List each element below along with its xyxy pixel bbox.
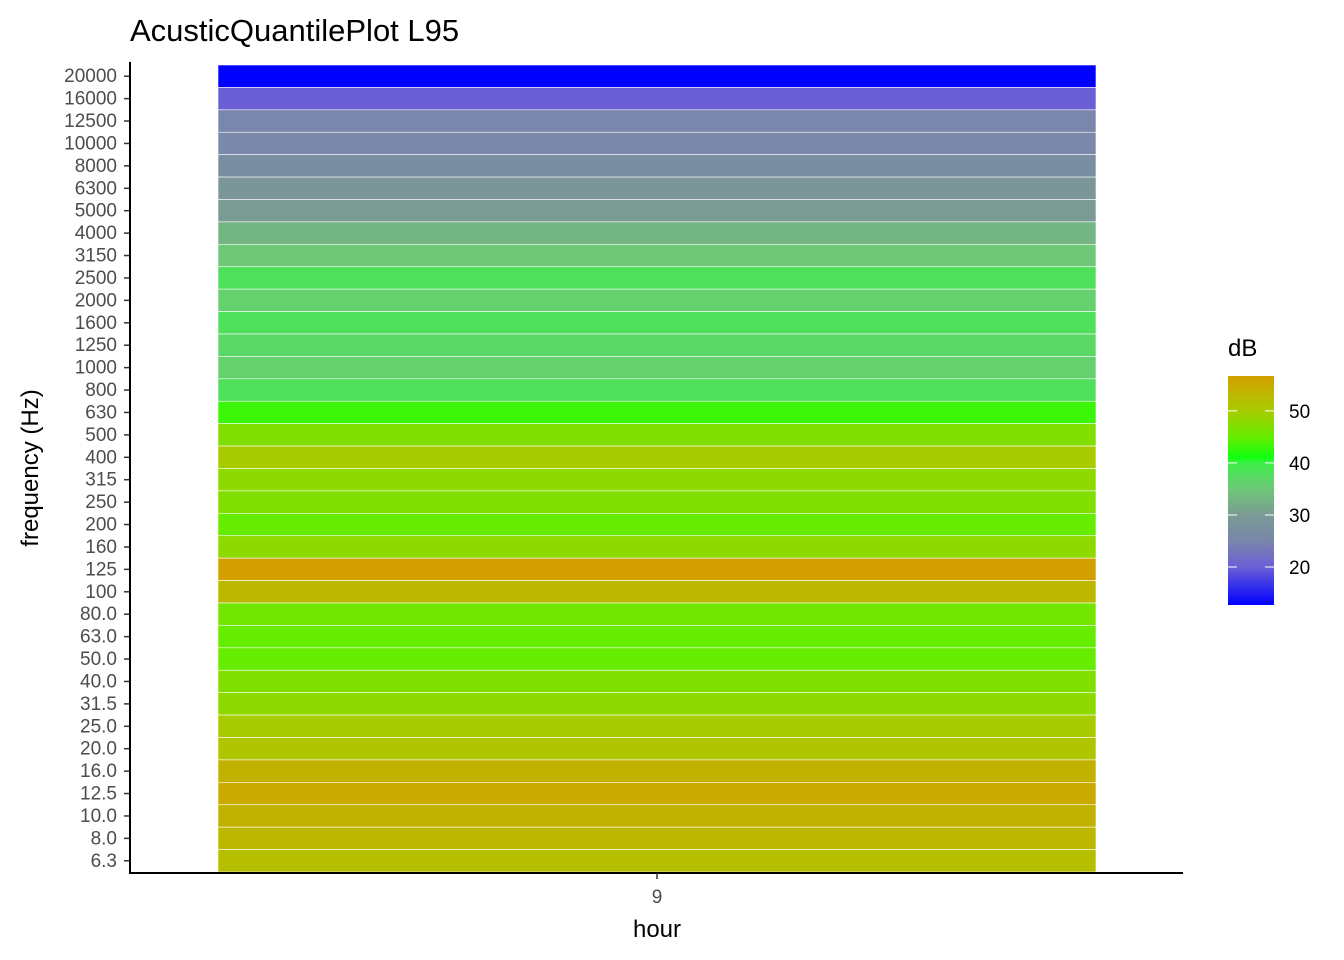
x-tick-label: 9: [652, 887, 663, 908]
y-tick-label: 125: [85, 559, 117, 580]
y-tick-label: 31.5: [80, 694, 117, 715]
y-tick-label: 63.0: [80, 627, 117, 648]
y-tick-label: 12500: [64, 111, 117, 132]
x-axis-label: hour: [633, 916, 681, 943]
y-tick-label: 12.5: [80, 784, 117, 805]
tile-31.5: [217, 692, 1097, 716]
y-tick-label: 250: [85, 492, 117, 513]
y-axis-label: frequency (Hz): [17, 389, 44, 546]
tile-8.0: [217, 826, 1097, 850]
tile-2000: [217, 288, 1097, 312]
legend-tick-label: 20: [1289, 558, 1310, 579]
y-tick-label: 160: [85, 537, 117, 558]
y-tick-label: 100: [85, 582, 117, 603]
y-tick-label: 25.0: [80, 716, 117, 737]
tile-125: [217, 557, 1097, 581]
tile-4000: [217, 221, 1097, 245]
tile-16.0: [217, 759, 1097, 783]
y-tick-label: 16000: [64, 89, 117, 110]
legend-colorbar: [1228, 376, 1274, 605]
tile-12.5: [217, 782, 1097, 806]
y-tick-label: 80.0: [80, 604, 117, 625]
tile-1250: [217, 333, 1097, 357]
y-tick-label: 10.0: [80, 806, 117, 827]
tile-10000: [217, 131, 1097, 155]
tile-250: [217, 490, 1097, 514]
tile-5000: [217, 199, 1097, 223]
y-tick-label: 500: [85, 425, 117, 446]
y-tick-label: 3150: [75, 246, 117, 267]
legend-tick-label: 50: [1289, 402, 1310, 423]
legend: dB 20 30 40 50: [1228, 335, 1310, 605]
y-tick-label: 50.0: [80, 649, 117, 670]
y-tick-label: 315: [85, 470, 117, 491]
y-tick-label: 2000: [75, 290, 117, 311]
y-tick-label: 6.3: [91, 851, 117, 872]
tile-63.0: [217, 625, 1097, 649]
y-tick-label: 200: [85, 515, 117, 536]
chart-title: AcusticQuantilePlot L95: [130, 13, 459, 48]
y-tick-label: 800: [85, 380, 117, 401]
tile-1600: [217, 311, 1097, 335]
tile-16000: [217, 87, 1097, 111]
y-tick-label: 6300: [75, 178, 117, 199]
y-tick-label: 1250: [75, 335, 117, 356]
tile-100: [217, 580, 1097, 604]
legend-tick-label: 40: [1289, 454, 1310, 475]
y-tick-label: 10000: [64, 133, 117, 154]
tile-400: [217, 445, 1097, 469]
tile-3150: [217, 244, 1097, 268]
tile-25.0: [217, 714, 1097, 738]
legend-title: dB: [1228, 335, 1257, 362]
y-tick-label: 8000: [75, 156, 117, 177]
tile-1000: [217, 356, 1097, 380]
y-tick-label: 630: [85, 402, 117, 423]
tile-40.0: [217, 669, 1097, 693]
legend-tick-label: 30: [1289, 506, 1310, 527]
tile-6.3: [217, 849, 1097, 873]
y-tick-label: 2500: [75, 268, 117, 289]
y-tick-label: 1000: [75, 358, 117, 379]
tile-500: [217, 423, 1097, 447]
tile-50.0: [217, 647, 1097, 671]
tile-80.0: [217, 602, 1097, 626]
y-tick-label: 20000: [64, 66, 117, 87]
tile-10.0: [217, 804, 1097, 828]
tile-315: [217, 468, 1097, 492]
tile-200: [217, 513, 1097, 537]
y-tick-label: 400: [85, 447, 117, 468]
tile-20000: [217, 64, 1097, 88]
tile-800: [217, 378, 1097, 402]
y-tick-label: 20.0: [80, 739, 117, 760]
tile-6300: [217, 176, 1097, 200]
tile-20.0: [217, 737, 1097, 761]
y-tick-label: 4000: [75, 223, 117, 244]
tile-160: [217, 535, 1097, 559]
y-tick-label: 8.0: [91, 828, 117, 849]
y-tick-label: 5000: [75, 201, 117, 222]
tile-2500: [217, 266, 1097, 290]
y-tick-label: 16.0: [80, 761, 117, 782]
y-tick-label: 40.0: [80, 671, 117, 692]
tile-630: [217, 400, 1097, 424]
y-tick-label: 1600: [75, 313, 117, 334]
tiles-layer: [217, 64, 1097, 873]
tile-12500: [217, 109, 1097, 133]
y-axis: 2000016000125001000080006300500040003150…: [64, 62, 131, 873]
tile-8000: [217, 154, 1097, 178]
x-axis: 9: [129, 872, 1183, 908]
